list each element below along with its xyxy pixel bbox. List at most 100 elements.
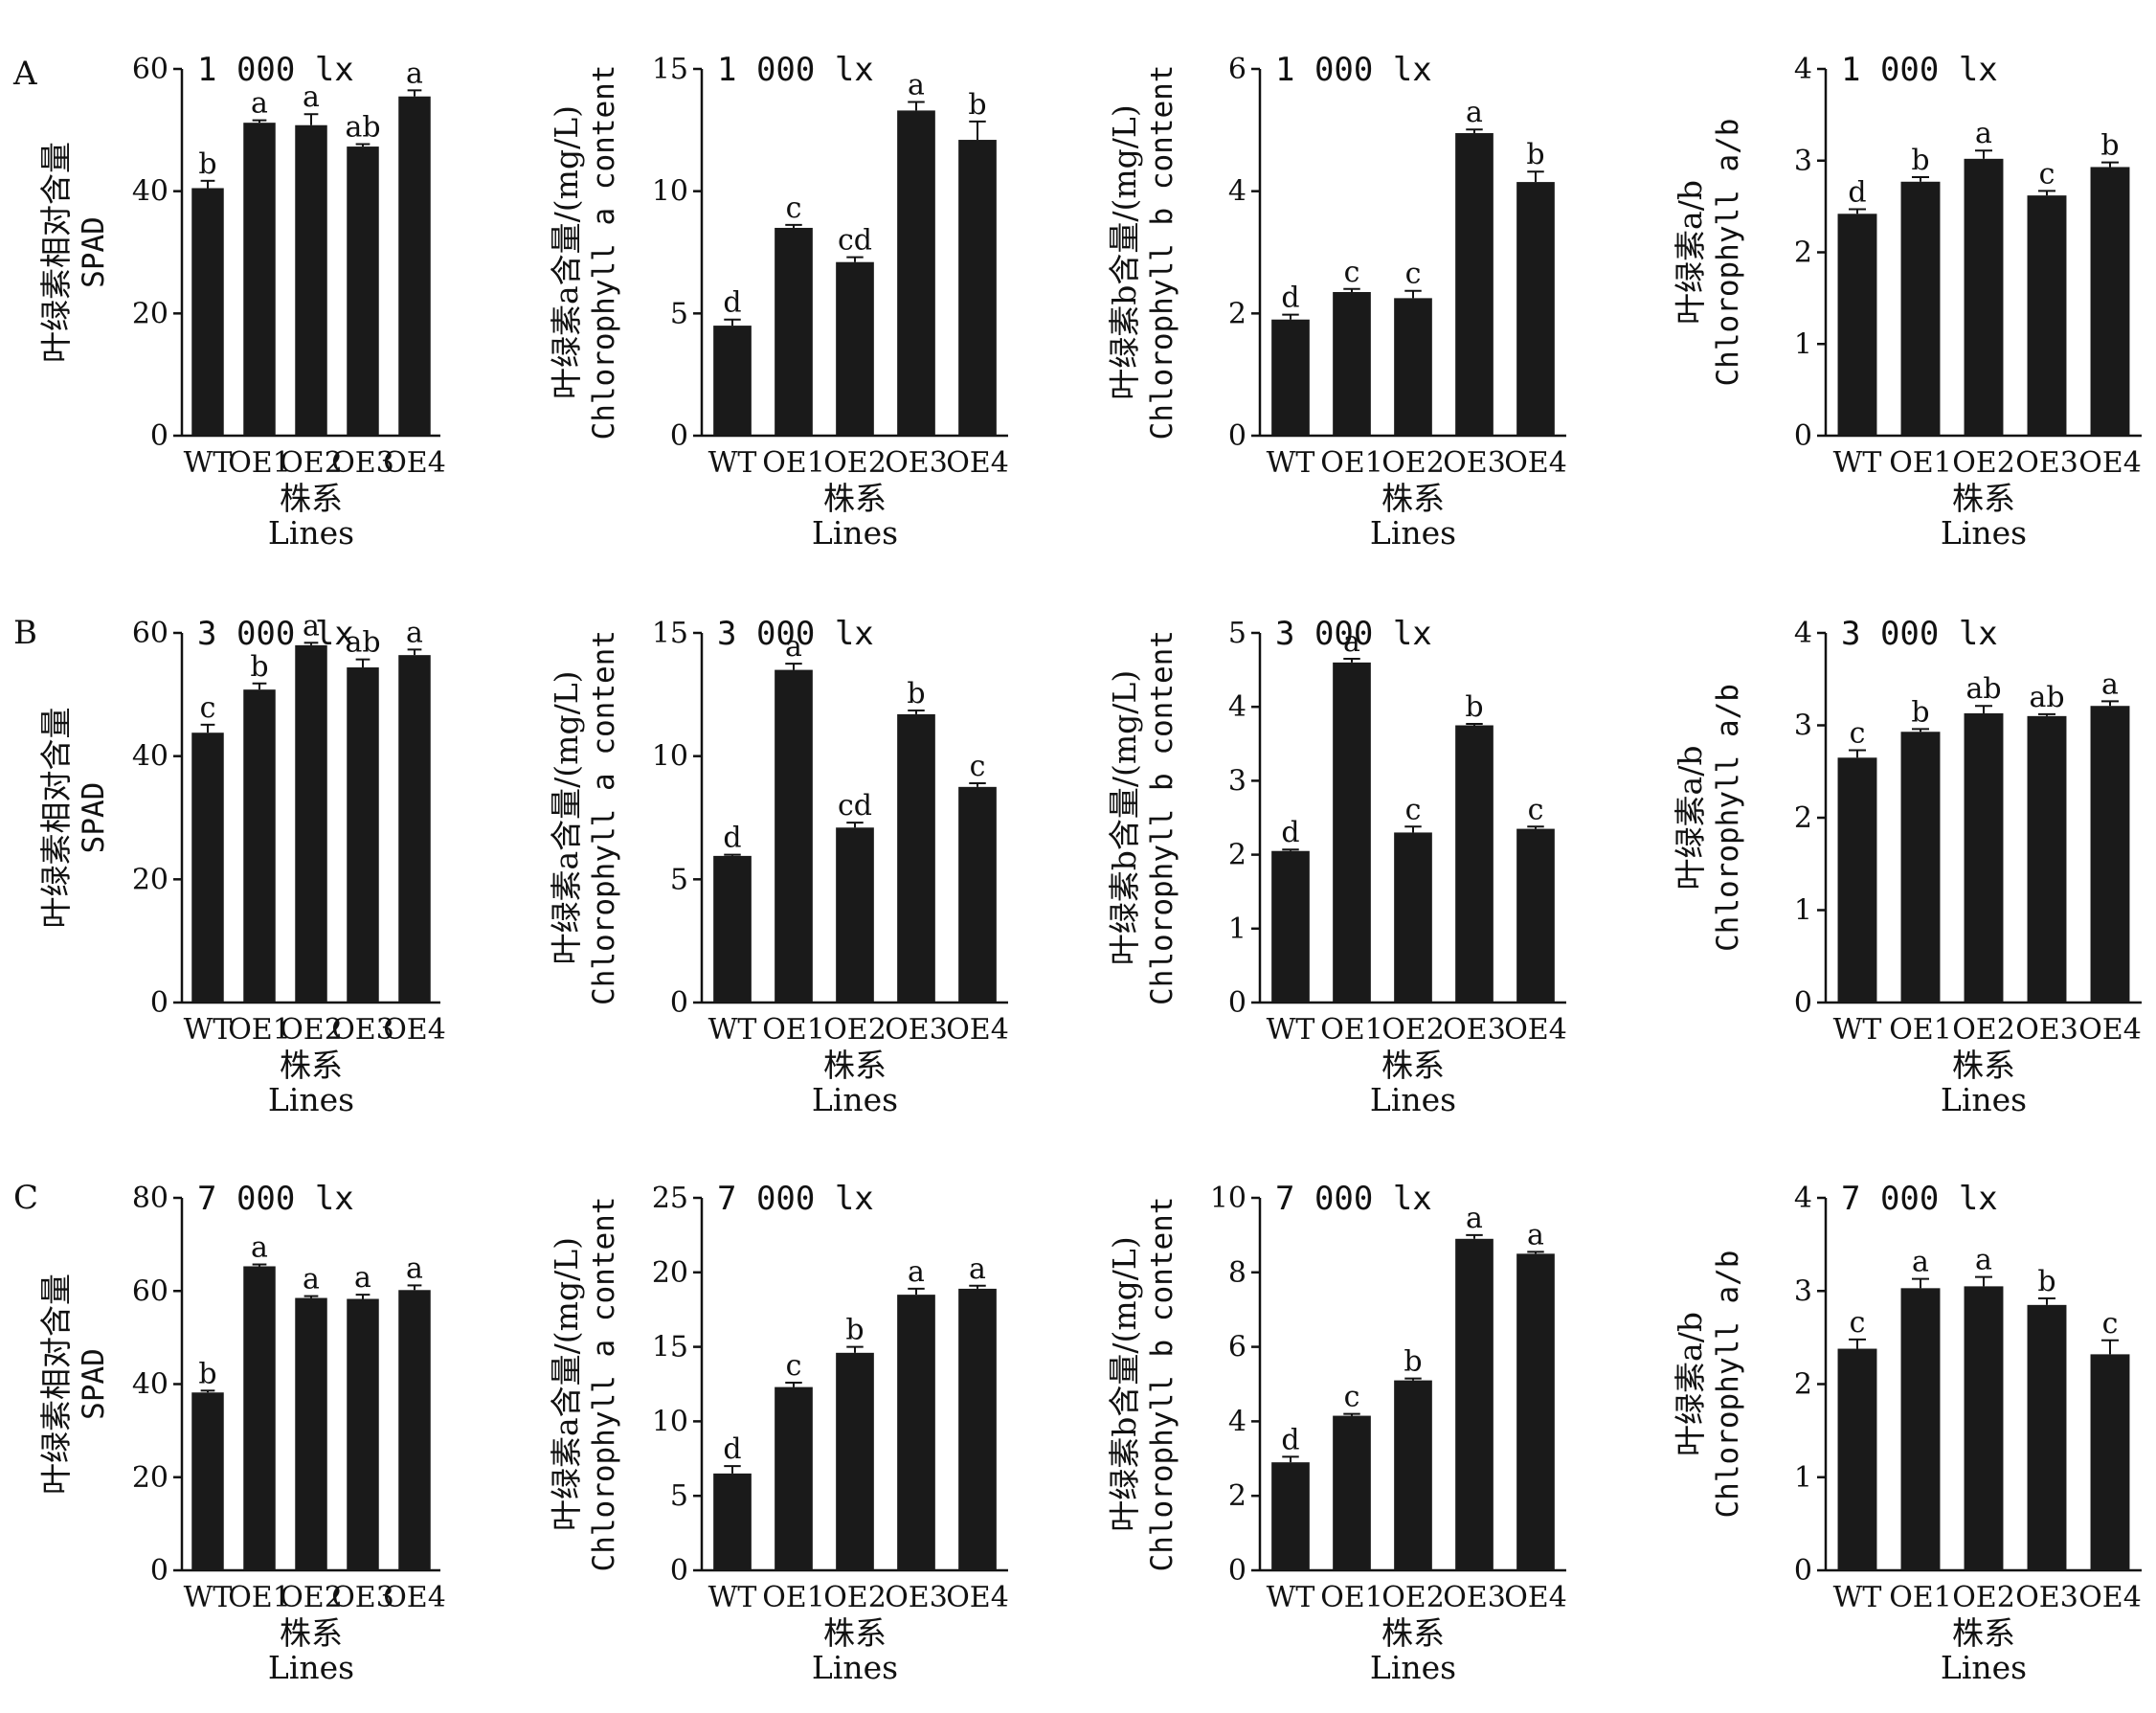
- x-tick-label: WT: [708, 446, 757, 480]
- x-tick-label: OE3: [331, 1581, 394, 1614]
- significance-letter: a: [303, 80, 320, 114]
- bar-oe1: [243, 1266, 276, 1570]
- x-axis-label-cn: 株系: [1381, 1614, 1445, 1652]
- bar-oe2: [295, 124, 327, 436]
- bar-oe1: [243, 689, 276, 1003]
- significance-letter: b: [1911, 695, 1929, 729]
- x-tick-label: OE3: [331, 446, 394, 480]
- bar-oe2: [836, 261, 874, 436]
- bar-oe4: [1516, 182, 1555, 436]
- significance-letter: a: [2101, 667, 2119, 701]
- y-tick-label: 40: [132, 1368, 168, 1402]
- x-tick-label: WT: [1267, 446, 1315, 480]
- y-tick-label: 6: [1228, 53, 1246, 86]
- significance-letter: c: [786, 1349, 802, 1383]
- condition-label: 3 000 lx: [1841, 615, 1998, 653]
- y-tick-label: 2: [1228, 839, 1246, 872]
- x-tick-label: OE3: [885, 1013, 948, 1047]
- significance-letter: a: [1527, 1218, 1544, 1251]
- y-tick-label: 10: [1210, 1182, 1246, 1215]
- y-tick-label: 20: [132, 1461, 168, 1495]
- significance-letter: cd: [838, 789, 872, 823]
- significance-letter: a: [908, 68, 925, 101]
- bar-oe4: [2090, 706, 2130, 1003]
- x-tick-label: OE1: [228, 1013, 291, 1047]
- y-tick-label: 20: [132, 297, 168, 330]
- significance-letter: d: [723, 286, 741, 320]
- y-tick-label: 10: [652, 175, 688, 209]
- y-axis-label-cn: 叶绿素相对含量: [37, 1273, 75, 1495]
- x-tick-label: OE1: [1889, 1581, 1952, 1614]
- bar-oe2: [1394, 298, 1432, 436]
- y-tick-label: 0: [1794, 1554, 1812, 1588]
- x-tick-label: OE1: [1320, 1013, 1383, 1047]
- x-axis-label-en: Lines: [268, 1649, 354, 1686]
- chart-panel-c3: 0 2 4 6 8 10 7 000 lx d WT c OE1 b OE2 a OE3 a OE4 株系Line…: [1106, 1180, 1567, 1686]
- x-axis-label-cn: 株系: [1952, 1047, 2015, 1084]
- bar-oe3: [2027, 195, 2067, 436]
- significance-letter: a: [251, 1231, 268, 1265]
- y-tick-label: 15: [652, 53, 688, 86]
- x-tick-label: OE2: [280, 1581, 343, 1614]
- bar-oe3: [347, 667, 379, 1003]
- x-axis-label-cn: 株系: [823, 1047, 887, 1084]
- x-axis-label-cn: 株系: [823, 480, 887, 517]
- x-tick-label: OE2: [823, 1013, 887, 1047]
- y-axis-label-cn: 叶绿素a含量/(mg/L): [548, 105, 585, 399]
- bar-oe4: [398, 96, 431, 436]
- x-tick-label: OE2: [1381, 1581, 1445, 1614]
- x-tick-label: WT: [1833, 1013, 1882, 1047]
- y-tick-label: 8: [1228, 1256, 1246, 1290]
- bar-oe1: [1900, 181, 1941, 436]
- y-tick-label: 0: [1228, 1554, 1246, 1588]
- bar-oe2: [836, 1352, 874, 1570]
- bar-oe2: [295, 644, 327, 1003]
- condition-label: 7 000 lx: [1841, 1180, 1998, 1218]
- significance-letter: c: [1405, 793, 1422, 826]
- significance-letter: d: [1281, 282, 1299, 315]
- y-axis-label-en: Chlorophyll a content: [587, 1197, 621, 1572]
- significance-letter: c: [1344, 256, 1360, 289]
- x-axis-label-en: Lines: [1370, 1649, 1456, 1686]
- x-axis-label-en: Lines: [812, 514, 898, 552]
- condition-label: 3 000 lx: [1275, 615, 1432, 653]
- bar-oe2: [295, 1297, 327, 1570]
- bar-wt: [713, 1473, 752, 1570]
- y-axis-label-cn: 叶绿素a/b: [1672, 746, 1709, 890]
- x-axis-label-cn: 株系: [1952, 1614, 2015, 1652]
- y-axis-label-en: SPAD: [77, 1348, 111, 1420]
- y-tick-label: 1: [1228, 913, 1246, 946]
- bar-oe4: [958, 1288, 997, 1570]
- x-tick-label: OE4: [946, 1013, 1009, 1047]
- condition-label: 7 000 lx: [1275, 1180, 1432, 1218]
- y-tick-label: 20: [652, 1256, 688, 1290]
- significance-letter: b: [1404, 1345, 1422, 1379]
- x-tick-label: OE3: [2015, 1013, 2078, 1047]
- x-tick-label: WT: [184, 1013, 233, 1047]
- significance-letter: c: [970, 750, 986, 783]
- y-tick-label: 2: [1794, 801, 1812, 835]
- x-axis-label-cn: 株系: [1952, 480, 2015, 517]
- significance-letter: d: [723, 1432, 741, 1466]
- y-tick-label: 10: [652, 740, 688, 774]
- bar-oe1: [775, 1386, 813, 1570]
- x-tick-label: OE1: [228, 446, 291, 480]
- bar-oe1: [775, 227, 813, 436]
- x-tick-label: OE3: [885, 446, 948, 480]
- y-axis-label-en: Chlorophyll a/b: [1711, 1251, 1745, 1519]
- bar-oe3: [897, 1295, 935, 1570]
- y-tick-label: 0: [670, 1554, 688, 1588]
- significance-letter: b: [198, 1357, 216, 1390]
- significance-letter: b: [198, 147, 216, 181]
- y-tick-label: 10: [652, 1405, 688, 1438]
- y-tick-label: 4: [1228, 690, 1246, 724]
- significance-letter: c: [2039, 157, 2055, 191]
- y-tick-label: 60: [132, 617, 168, 650]
- x-tick-label: OE2: [1381, 446, 1445, 480]
- condition-label: 1 000 lx: [717, 51, 874, 89]
- significance-letter: c: [786, 192, 802, 225]
- bar-oe3: [2027, 715, 2067, 1003]
- bar-oe4: [398, 655, 431, 1003]
